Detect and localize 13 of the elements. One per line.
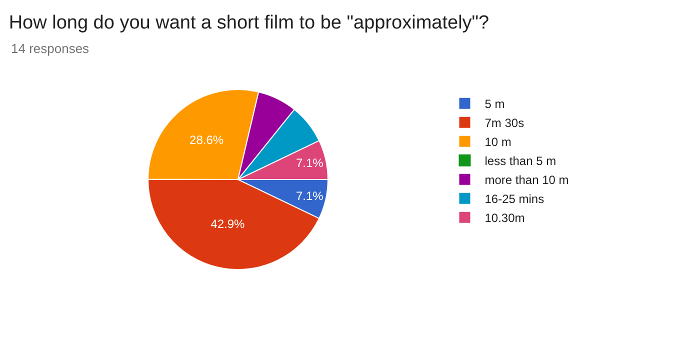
legend-label: more than 10 m [484,173,569,188]
legend-label: 16-25 mins [484,192,544,206]
data-label: 7.1% [296,156,324,170]
chart-subtitle: 14 responses [11,41,90,56]
legend-label: 7m 30s [484,116,524,130]
data-label: 7.1% [296,188,324,203]
legend-label: 10 m [484,135,512,150]
chart-title: How long do you want a short film to be "approximately"? [8,12,490,34]
legend-label: 5 m [484,97,505,112]
legend-label: less than 5 m [484,154,556,168]
data-label: 28.6% [190,132,224,147]
legend-label: 10.30m [484,211,525,226]
data-label: 42.9% [210,216,246,231]
